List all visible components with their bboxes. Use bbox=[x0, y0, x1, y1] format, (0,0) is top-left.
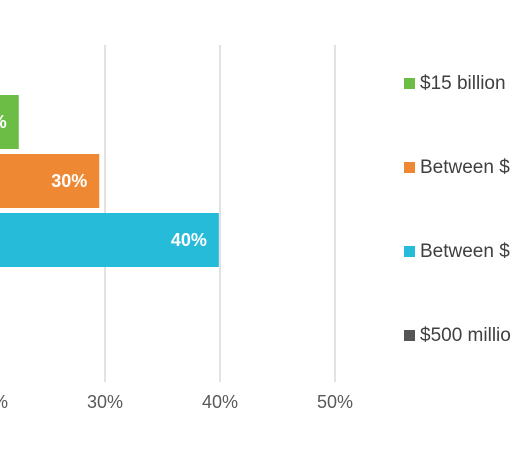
x-tick-label: 50% bbox=[317, 392, 353, 412]
legend-swatch bbox=[404, 78, 415, 89]
legend-label: Between $ bbox=[420, 157, 510, 178]
bar bbox=[0, 154, 100, 208]
legend-label: $15 billion bbox=[420, 73, 506, 94]
value-label: 30% bbox=[51, 171, 87, 191]
bar bbox=[0, 95, 19, 149]
legend-swatch bbox=[404, 246, 415, 257]
legend-swatch bbox=[404, 162, 415, 173]
legend-swatch bbox=[404, 330, 415, 341]
x-tick-label: 40% bbox=[202, 392, 238, 412]
value-label: 40% bbox=[171, 230, 207, 250]
x-tick-label: 20% bbox=[0, 392, 8, 412]
legend-label: $500 millio bbox=[420, 325, 511, 346]
bar bbox=[0, 213, 219, 267]
value-label: 23% bbox=[0, 112, 7, 132]
x-tick-label: 30% bbox=[87, 392, 123, 412]
legend-label: Between $ bbox=[420, 241, 510, 262]
